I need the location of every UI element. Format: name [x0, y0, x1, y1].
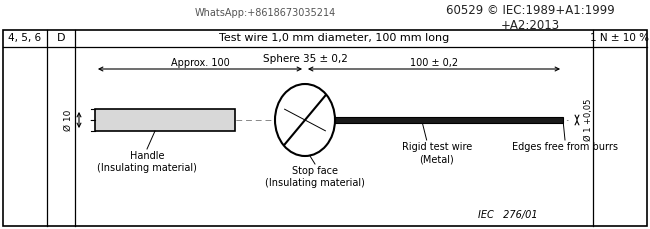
Text: IEC   276/01: IEC 276/01	[478, 210, 538, 220]
Text: Ø 10: Ø 10	[64, 109, 73, 131]
Text: 4, 5, 6: 4, 5, 6	[8, 33, 42, 43]
Text: Edges free from burrs: Edges free from burrs	[512, 142, 618, 152]
Text: Stop face
(Insulating material): Stop face (Insulating material)	[265, 166, 365, 188]
Text: Ø 1 +0,05: Ø 1 +0,05	[584, 99, 593, 141]
Bar	[335, 117, 563, 123]
Text: 1 N ± 10 %: 1 N ± 10 %	[590, 33, 649, 43]
Text: Handle
(Insulating material): Handle (Insulating material)	[97, 151, 197, 173]
Text: D: D	[57, 33, 65, 43]
Bar	[95, 109, 235, 131]
Text: 60529 © IEC:1989+A1:1999
+A2:2013: 60529 © IEC:1989+A1:1999 +A2:2013	[446, 4, 614, 32]
Text: 100 ± 0,2: 100 ± 0,2	[410, 58, 458, 68]
Ellipse shape	[275, 84, 335, 156]
Text: Sphere 35 ± 0,2: Sphere 35 ± 0,2	[263, 54, 348, 64]
Bar	[3, 30, 647, 226]
Text: WhatsApp:+8618673035214: WhatsApp:+8618673035214	[194, 8, 335, 18]
Text: Approx. 100: Approx. 100	[170, 58, 229, 68]
Text: Test wire 1,0 mm diameter, 100 mm long: Test wire 1,0 mm diameter, 100 mm long	[219, 33, 449, 43]
Text: Rigid test wire
(Metal): Rigid test wire (Metal)	[402, 142, 472, 164]
